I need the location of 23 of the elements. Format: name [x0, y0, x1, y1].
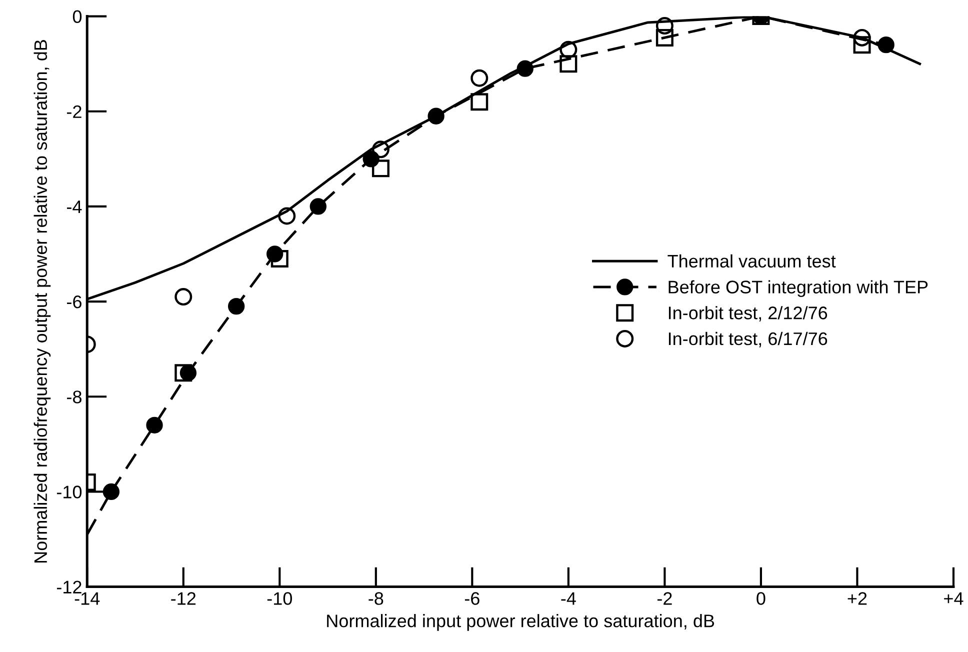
legend-label: In-orbit test, 2/12/76 [668, 306, 828, 322]
x-tick-label: -8 [368, 592, 384, 605]
x-tick-label: -10 [267, 592, 292, 605]
legend-label: Thermal vacuum test [668, 254, 836, 268]
x-tick-label: -6 [464, 592, 480, 605]
y-tick-label: -12 [56, 580, 82, 594]
legend-label: Before OST integration with TEP [668, 280, 928, 298]
x-tick-label: -14 [74, 592, 100, 605]
y-tick-label: -4 [67, 200, 82, 214]
y-tick-label: 0 [72, 10, 82, 24]
x-tick-label: +4 [944, 592, 964, 605]
y-tick-label: -8 [67, 390, 82, 404]
y-axis-title: Normalized radiofrequency output power relative to saturation, dB [34, 40, 51, 562]
y-tick-label: -10 [56, 486, 82, 498]
y-tick-label: -6 [67, 295, 82, 308]
y-tick-label: -2 [67, 105, 82, 118]
x-axis-title: Normalized input power relative to saturation, dB [327, 614, 714, 631]
x-tick-label: -12 [171, 592, 196, 605]
x-tick-label: +2 [848, 592, 867, 605]
x-tick-label: -4 [561, 592, 576, 605]
x-tick-label: -2 [657, 592, 672, 605]
x-tick-label: 0 [756, 592, 766, 605]
legend-label: In-orbit test, 6/17/76 [668, 332, 828, 348]
